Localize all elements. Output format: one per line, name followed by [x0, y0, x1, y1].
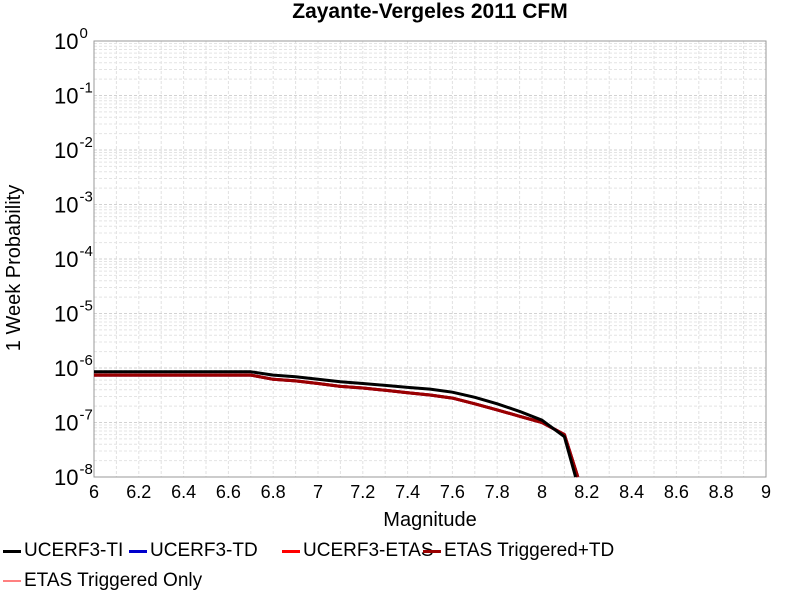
y-axis-label: 1 Week Probability — [3, 185, 25, 351]
legend-item: ETAS Triggered Only — [3, 570, 202, 592]
legend-swatch — [129, 549, 147, 553]
series-line-etas-triggered-td — [94, 373, 580, 478]
x-tick-label: 6.6 — [216, 482, 241, 502]
series-line-ucerf3-td — [94, 373, 580, 478]
legend-label: UCERF3-TI — [24, 540, 124, 561]
y-tick-label: 10-4 — [54, 243, 93, 272]
legend-label: UCERF3-TD — [150, 540, 258, 561]
legend-swatch — [423, 549, 441, 553]
legend-swatch — [3, 549, 21, 553]
x-tick-label: 6 — [89, 482, 99, 502]
x-axis-label: Magnitude — [383, 509, 476, 531]
chart-title: Zayante-Vergeles 2011 CFM — [292, 0, 567, 23]
x-tick-label: 7.4 — [395, 482, 420, 502]
series-layer — [94, 370, 580, 478]
y-tick-label: 10-8 — [54, 461, 93, 490]
legend-label: ETAS Triggered+TD — [444, 540, 615, 561]
x-tick-label: 9 — [761, 482, 771, 502]
grid — [93, 41, 767, 478]
y-tick-label: 10-7 — [54, 407, 93, 436]
y-tick-labels: 100 10-1 10-2 10-3 10-4 10-5 10-6 10-7 10-8 — [54, 25, 93, 490]
y-tick-label: 10-5 — [54, 298, 93, 327]
x-tick-label: 8 — [537, 482, 547, 502]
y-tick-label: 10-6 — [54, 352, 93, 381]
x-tick-label: 8.2 — [574, 482, 599, 502]
series-line-ucerf3-etas — [94, 373, 580, 478]
legend-item: UCERF3-TD — [129, 540, 258, 562]
legend-label: UCERF3-ETAS — [303, 540, 434, 561]
y-tick-label: 10-1 — [54, 80, 93, 109]
legend-item: UCERF3-ETAS — [282, 540, 434, 562]
x-tick-label: 8.4 — [619, 482, 644, 502]
legend-swatch — [282, 549, 300, 553]
y-tick-label: 10-3 — [54, 189, 93, 218]
x-tick-label: 8.8 — [709, 482, 734, 502]
series-line-ucerf3-ti — [94, 370, 578, 478]
x-tick-label: 7.6 — [440, 482, 465, 502]
legend-item: UCERF3-TI — [3, 540, 123, 562]
x-tick-label: 6.8 — [261, 482, 286, 502]
legend-swatch — [3, 580, 21, 582]
x-tick-label: 8.6 — [664, 482, 689, 502]
legend: UCERF3-TI UCERF3-TD UCERF3-ETAS ETAS Trigge… — [0, 536, 800, 600]
x-tick-label: 7.2 — [350, 482, 375, 502]
legend-item: ETAS Triggered+TD — [423, 540, 614, 562]
x-tick-labels: 6 6.2 6.4 6.6 6.8 7 7.2 7.4 7.6 7.8 8 8.2 8.4 8.6 8.8 9 — [89, 482, 771, 502]
legend-label: ETAS Triggered Only — [24, 570, 203, 591]
chart: Zayante-Vergeles 2011 CFM 6 6.2 6.4 6.6 6.8 7… — [3, 0, 771, 531]
y-tick-label: 100 — [54, 25, 88, 54]
x-tick-label: 7.8 — [485, 482, 510, 502]
y-tick-label: 10-2 — [54, 134, 93, 163]
x-tick-label: 7 — [313, 482, 323, 502]
plot-frame — [93, 40, 767, 478]
x-tick-label: 6.4 — [171, 482, 196, 502]
x-tick-label: 6.2 — [126, 482, 151, 502]
